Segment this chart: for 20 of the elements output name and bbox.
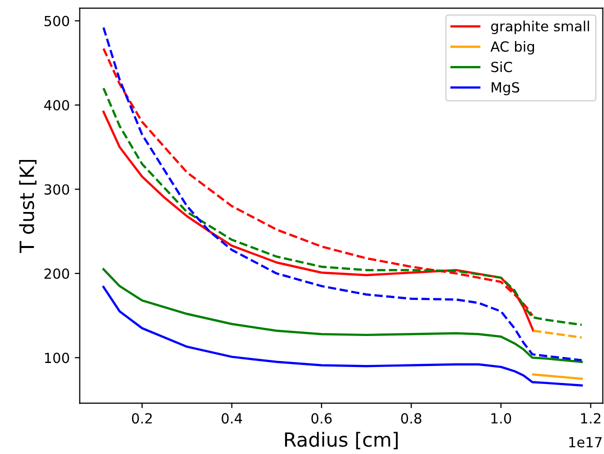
x-tick-label: 0.6 bbox=[311, 413, 332, 424]
x-tick-label: 0.8 bbox=[401, 413, 422, 424]
y-tick-label: 400 bbox=[44, 100, 70, 110]
y-tick-label: 300 bbox=[44, 184, 70, 195]
line-series bbox=[102, 286, 583, 387]
legend-label: SiC bbox=[491, 61, 512, 72]
legend-label: graphite small bbox=[491, 20, 589, 34]
x-tick-label: 1.0 bbox=[491, 413, 512, 424]
x-tick-label: 0.4 bbox=[222, 413, 242, 424]
legend-label: MgS bbox=[492, 82, 520, 96]
line-series bbox=[102, 268, 583, 363]
y-tick-label: 200 bbox=[44, 268, 70, 279]
x-axis-title: Radius [cm] bbox=[285, 432, 398, 450]
y-axis-title: T dust [K] bbox=[19, 160, 36, 254]
x-tick-label: 1.2 bbox=[581, 413, 600, 424]
y-tick-label: 500 bbox=[44, 16, 70, 26]
text: 1e17 bbox=[569, 437, 602, 448]
legend-label: AC big bbox=[490, 41, 534, 54]
x-tick-label: 0.2 bbox=[132, 413, 152, 424]
y-tick-label: 100 bbox=[45, 352, 70, 364]
